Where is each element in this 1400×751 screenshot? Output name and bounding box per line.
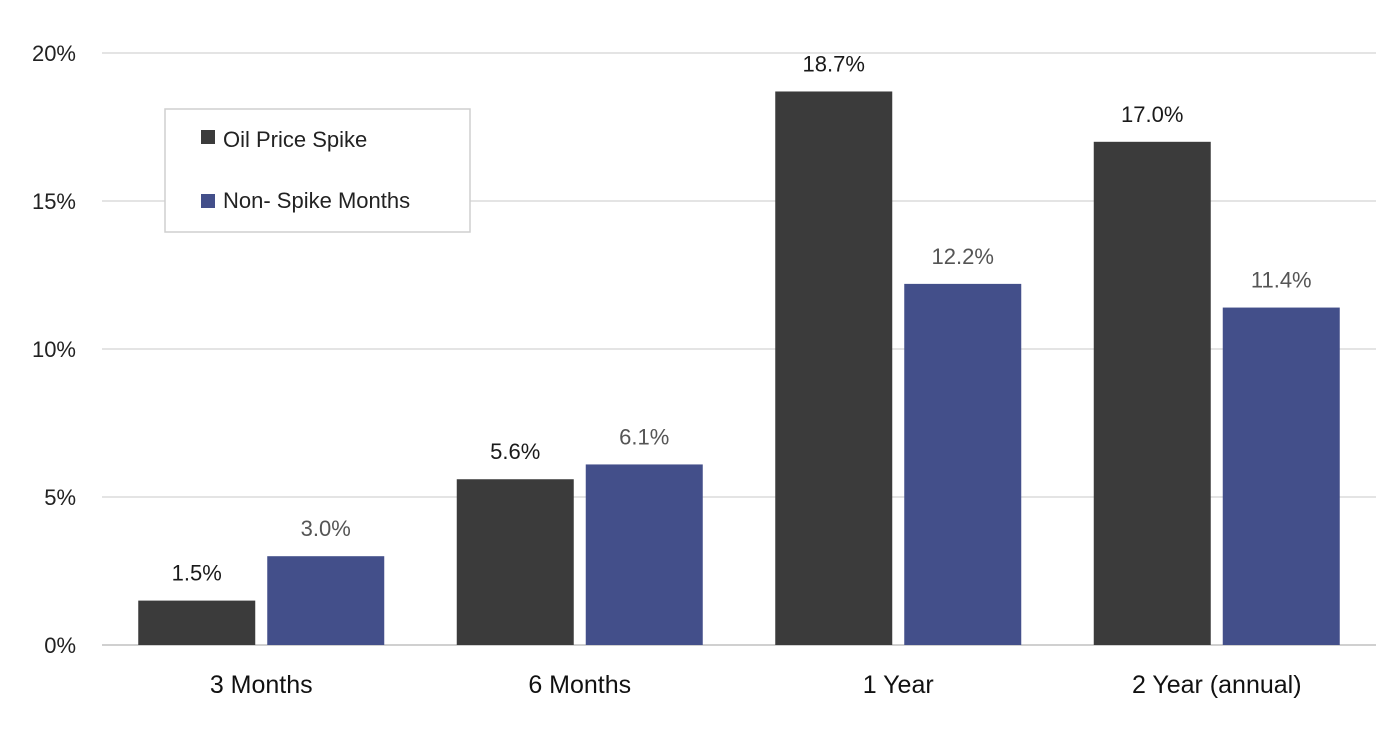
bar-non-spike-months-6-months: [585, 464, 703, 645]
y-tick-label: 0%: [44, 633, 76, 658]
legend: Oil Price Spike Non- Spike Months: [164, 108, 471, 233]
data-label-oil-price-spike-1-year: 18.7%: [803, 51, 865, 76]
bar-oil-price-spike-1-year: [775, 91, 893, 646]
data-label-oil-price-spike-2-year-annual: 17.0%: [1121, 102, 1183, 127]
x-axis-categories: 3 Months 6 Months 1 Year 2 Year (annual): [210, 671, 1302, 699]
x-category-label-6-months: 6 Months: [528, 671, 631, 699]
bar-oil-price-spike-2-year-annual: [1093, 141, 1211, 646]
legend-label-oil-price-spike: Oil Price Spike: [223, 127, 367, 152]
data-label-non-spike-months-1-year: 12.2%: [932, 244, 994, 269]
data-label-non-spike-months-2-year-annual: 11.4%: [1251, 268, 1312, 293]
bars: [138, 91, 1340, 646]
x-category-label-3-months: 3 Months: [210, 671, 313, 699]
data-label-oil-price-spike-6-months: 5.6%: [490, 439, 540, 464]
y-tick-label: 5%: [44, 485, 76, 510]
bar-non-spike-months-1-year: [904, 283, 1022, 645]
bar-oil-price-spike-3-months: [138, 600, 256, 645]
data-label-non-spike-months-6-months: 6.1%: [619, 424, 669, 449]
data-labels: 1.5% 3.0% 5.6% 6.1% 18.7% 12.2% 17.0% 11.4%: [172, 51, 1312, 585]
legend-swatch-non-spike-months: [201, 194, 215, 208]
x-category-label-1-year: 1 Year: [863, 671, 934, 699]
bar-oil-price-spike-6-months: [456, 479, 574, 645]
legend-box: [164, 108, 471, 233]
data-label-non-spike-months-3-months: 3.0%: [301, 516, 351, 541]
data-label-oil-price-spike-3-months: 1.5%: [172, 561, 222, 586]
y-axis-ticks: 0% 5% 10% 15% 20%: [32, 41, 76, 658]
bar-non-spike-months-3-months: [267, 556, 385, 645]
legend-label-non-spike-months: Non- Spike Months: [223, 188, 410, 213]
legend-swatch-oil-price-spike: [201, 130, 215, 144]
bar-non-spike-months-2-year-annual: [1222, 307, 1340, 645]
y-tick-label: 15%: [32, 189, 76, 214]
y-tick-label: 10%: [32, 337, 76, 362]
x-category-label-2-year-annual: 2 Year (annual): [1132, 671, 1302, 699]
y-tick-label: 20%: [32, 41, 76, 66]
